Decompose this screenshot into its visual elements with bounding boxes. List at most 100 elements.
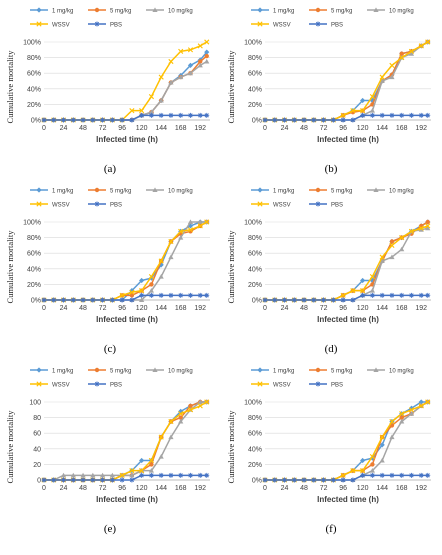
series-pbs [262,112,431,123]
series-line [265,225,429,301]
x-tick-label: 192 [194,125,206,132]
data-point [178,292,184,298]
data-point [379,112,385,118]
x-tick-label: 72 [320,485,328,492]
x-tick-label: 72 [320,125,328,132]
data-point [340,297,346,303]
data-point [168,292,174,298]
data-point [168,238,174,245]
legend-label: 10 mg/kg [389,9,414,15]
legend-label: 10 mg/kg [168,369,193,375]
data-point [389,74,395,80]
x-tick-label: 96 [118,125,126,132]
data-point [148,457,155,464]
data-point [139,468,145,474]
data-point [197,403,203,409]
data-point [282,297,288,303]
data-point [389,472,395,478]
x-tick-label: 48 [79,125,87,132]
data-point [418,112,424,118]
data-point [158,258,164,264]
legend-label: PBS [331,23,343,29]
data-point [369,288,376,293]
data-point [178,112,184,118]
data-point [139,472,145,478]
data-point [408,407,415,413]
data-point [350,288,356,294]
data-point [70,117,76,123]
data-point [90,117,96,123]
y-tick-label: 0% [252,118,262,125]
data-point [425,223,431,229]
data-point [399,112,405,118]
data-point [119,297,125,303]
legend-item: 1 mg/kg [30,7,73,15]
data-point [168,472,174,478]
x-tick-label: 0 [263,485,267,492]
data-point [41,477,47,483]
legend-item: 5 mg/kg [309,7,352,15]
y-axis-title: Cumulative mortality [5,410,15,484]
legend-marker [36,201,42,207]
data-point [321,117,327,123]
data-point [129,289,135,295]
legend-label: 1 mg/kg [273,9,294,15]
legend-label: 1 mg/kg [273,369,294,375]
legend-label: 1 mg/kg [52,189,73,195]
data-point [204,292,210,298]
data-point [311,297,317,303]
data-point [80,117,86,123]
legend-item: PBS [88,201,122,209]
legend-item: 5 mg/kg [309,187,352,195]
data-point [99,472,106,478]
data-point [139,112,145,118]
y-tick-label: 100% [244,400,262,407]
y-tick-label: 20% [248,462,262,469]
legend-label: 10 mg/kg [389,369,414,375]
panel-label: (b) [325,163,338,175]
x-tick-label: 192 [415,125,427,132]
data-point [369,468,376,473]
data-point [379,292,385,298]
data-point [408,411,415,416]
chart-panel-b: 1 mg/kg 5 mg/kg 10 mg/kg WSSV PBS 0% 20% 40% 60%… [226,7,431,175]
y-tick-label: 100 [29,400,41,407]
data-point [425,472,431,478]
x-tick-label: 192 [194,485,206,492]
data-point [360,292,366,298]
data-point [389,254,395,260]
data-point [379,254,385,260]
data-point [148,109,155,115]
data-point [418,472,424,478]
y-tick-label: 40% [27,86,41,93]
legend-item: 1 mg/kg [30,367,73,375]
series-wssv [41,39,210,123]
data-point [90,472,96,478]
data-point [282,117,288,123]
y-tick-label: 20 [33,462,41,469]
legend-marker [373,7,379,12]
legend-marker [373,367,379,372]
y-tick-label: 20% [248,282,262,289]
data-point [100,477,106,483]
x-tick-label: 48 [300,305,308,312]
series-pbs [262,292,431,303]
y-tick-label: 80% [248,55,262,62]
data-point [340,112,346,118]
data-point [399,418,405,424]
data-point [369,274,376,280]
x-tick-label: 168 [396,305,408,312]
x-tick-label: 120 [136,485,148,492]
data-point [119,477,125,483]
series-pbs [41,112,210,123]
data-point [139,108,145,114]
data-point [408,472,414,478]
data-point [418,227,424,232]
legend-label: 1 mg/kg [273,189,294,195]
data-point [350,468,356,474]
y-axis-title: Cumulative mortality [5,50,15,124]
series-wssv [41,399,210,483]
data-point [51,117,57,123]
data-point [90,477,96,483]
